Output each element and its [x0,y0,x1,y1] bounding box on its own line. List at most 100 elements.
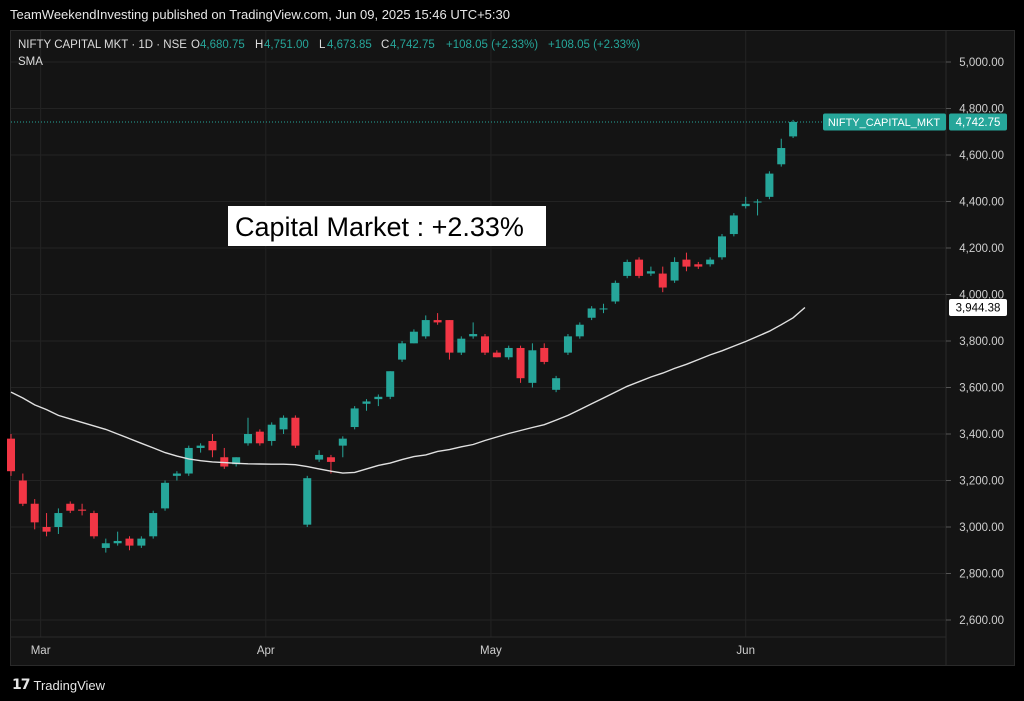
annotation-bg [228,206,546,246]
y-tick-label: 3,800.00 [959,336,1004,348]
candle-body [409,331,418,344]
candle-body [504,347,513,358]
candle-body [89,513,98,537]
candle-body [789,121,798,137]
candle [30,499,39,530]
candle [208,434,217,458]
candle [161,480,170,511]
legend-close-value: 4,742.75 [390,39,435,51]
candle-body [137,538,146,546]
candle [42,513,51,537]
y-tick-label: 4,400.00 [959,197,1004,209]
tradingview-brand: TradingView [33,677,106,693]
legend-change-1: +108.05 (+2.33%) [446,39,538,51]
candle-body [279,417,288,430]
candle [611,280,620,304]
candle [421,315,430,339]
candle-body [267,424,276,441]
y-tick-label: 2,800.00 [959,569,1004,581]
candle [575,322,584,339]
candle-body [741,203,750,207]
candle [362,399,371,411]
y-tick-label: 3,200.00 [959,476,1004,488]
candle [196,443,205,453]
candle [113,531,122,546]
y-tick-label: 4,000.00 [959,290,1004,302]
candle [729,213,738,237]
candle-body [303,478,312,525]
candle-body [729,215,738,235]
candle-body [575,324,584,337]
legend-indicator-sma[interactable]: SMA [18,56,43,68]
legend-open-label: O [191,39,200,51]
candle [398,341,407,362]
candle [291,415,300,448]
candles [7,119,798,553]
candle-body [516,347,525,379]
candle [481,334,489,355]
last-price-tags: NIFTY_CAPITAL_MKT 4,742.75 [823,113,1007,131]
candle [279,415,288,434]
y-tick-label: 5,000.00 [959,57,1004,69]
sma-line [10,306,806,474]
candle-body [30,503,39,523]
publish-line: TeamWeekendInvesting published on Tradin… [10,7,510,22]
candle-body [421,320,430,337]
candle [623,259,632,279]
candle [587,306,596,321]
candle [244,417,252,446]
y-tick-label: 4,200.00 [959,243,1004,255]
annotation-text: Capital Market : +2.33% [235,212,524,242]
candle [66,501,75,514]
legend-high-value: 4,751.00 [264,39,309,51]
legend-change-2: +108.05 (+2.33%) [548,39,640,51]
candle [777,138,786,167]
candle-body [196,445,205,448]
candle-body [184,447,193,474]
candle [789,119,798,139]
candle-body [611,282,620,302]
candle [149,510,158,539]
candle-body [540,347,549,362]
candle [682,252,691,272]
candle [552,375,561,393]
candle [469,322,478,339]
candle-body [113,540,122,544]
candle-body [161,482,170,509]
legend: NIFTY CAPITAL MKT · 1D · NSE O 4,680.75 … [18,39,640,68]
candle-body [682,259,691,267]
candle [504,345,513,360]
annotation-box[interactable]: Capital Market : +2.33% [228,206,546,246]
symbol-tag-bg [823,113,946,131]
candle [409,329,418,344]
candle-body [670,261,679,281]
sma-tag-bg [949,299,1007,317]
candle [457,336,466,355]
last-price-tag-value: 4,742.75 [956,117,1001,129]
candle [492,350,501,358]
candle [670,257,679,283]
y-tick-label: 4,800.00 [959,104,1004,116]
candle-body [445,320,454,353]
candle-body [433,320,442,323]
candle [338,436,347,458]
candle-body [362,401,371,404]
candle-body [338,438,347,446]
candle-body [7,438,15,472]
candle [718,234,726,260]
candle [374,394,383,407]
candle [753,199,762,216]
candle-body [658,273,667,288]
tradingview-logo[interactable]: 17 TradingView [12,677,105,693]
candle-body [350,408,359,428]
candle-body [172,473,181,476]
candle [563,334,572,355]
candle [7,434,15,476]
price-axis-bg [946,31,1014,665]
candle-body [125,538,134,546]
candle-body [244,434,252,444]
candle-body [492,352,501,358]
tradingview-logo-icon: 17 [12,677,31,693]
footer-bar: 17 TradingView [0,670,1024,701]
